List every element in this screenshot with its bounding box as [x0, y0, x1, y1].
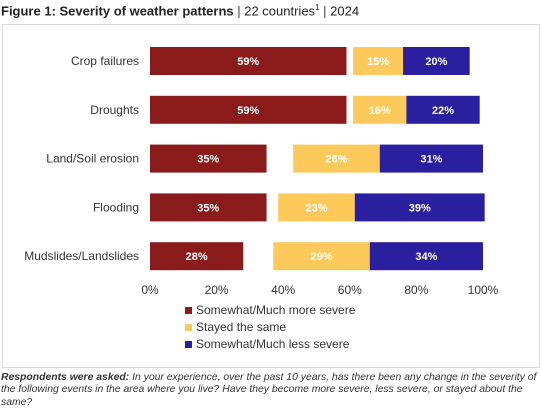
bar-segment [150, 193, 267, 222]
legend-swatch [185, 324, 192, 331]
footnote-question: In your experience, over the past 10 yea… [1, 372, 537, 408]
footnote-lead: Respondents were asked: [1, 372, 130, 383]
x-tick-label: 20% [205, 283, 229, 297]
x-tick-label: 100% [468, 283, 499, 297]
bar-segment [150, 95, 347, 124]
data-label: 23% [305, 202, 327, 214]
legend-swatch [185, 341, 192, 348]
bar-segment [403, 47, 470, 75]
data-label: 59% [237, 56, 259, 68]
data-label: 22% [432, 105, 454, 117]
data-label: 35% [197, 154, 219, 166]
bar-segment [150, 47, 347, 75]
bar-segment [278, 193, 355, 222]
title-year: 2024 [330, 3, 360, 19]
title-separator-2: | [319, 3, 331, 19]
bar-segment [354, 193, 485, 222]
data-label: 59% [237, 105, 259, 117]
title-main: Figure 1: Severity of weather patterns [1, 3, 234, 19]
legend-label: Somewhat/Much less severe [196, 337, 350, 351]
footnote: Respondents were asked: In your experien… [1, 372, 541, 409]
category-label: Flooding [93, 200, 139, 214]
title-separator: | [233, 3, 245, 19]
data-label: 29% [310, 251, 332, 263]
x-tick-label: 0% [141, 283, 159, 297]
bar-segment [353, 47, 404, 75]
data-label: 28% [186, 251, 208, 263]
data-label: 15% [367, 56, 389, 68]
data-label: 39% [409, 202, 431, 214]
data-label: 16% [369, 105, 391, 117]
title-countries: 22 countries [244, 3, 316, 19]
x-tick-label: 40% [271, 283, 295, 297]
legend-swatch [185, 307, 192, 314]
category-label: Crop failures [71, 54, 139, 68]
data-label: 31% [420, 154, 442, 166]
category-label: Land/Soil erosion [46, 152, 139, 166]
bar-segment [369, 242, 483, 271]
data-label: 35% [197, 202, 219, 214]
chart-frame [2, 24, 540, 368]
bar-segment [293, 144, 380, 173]
bar-segment [406, 95, 480, 124]
data-label: 34% [415, 251, 437, 263]
category-label: Mudslides/Landslides [24, 249, 139, 263]
bar-segment [150, 144, 267, 173]
title-footnote-marker: 1 [315, 3, 320, 12]
bar-segment [273, 242, 370, 271]
data-label: 26% [325, 154, 347, 166]
legend-label: Somewhat/Much more severe [196, 303, 356, 317]
legend-label: Stayed the same [196, 320, 286, 334]
x-tick-label: 60% [338, 283, 362, 297]
category-label: Droughts [90, 103, 139, 117]
x-tick-label: 80% [404, 283, 428, 297]
bar-segment [379, 144, 483, 173]
bar-segment [353, 95, 407, 124]
bar-segment [150, 242, 244, 271]
figure-title: Figure 1: Severity of weather patterns |… [1, 3, 359, 18]
data-label: 20% [425, 56, 447, 68]
